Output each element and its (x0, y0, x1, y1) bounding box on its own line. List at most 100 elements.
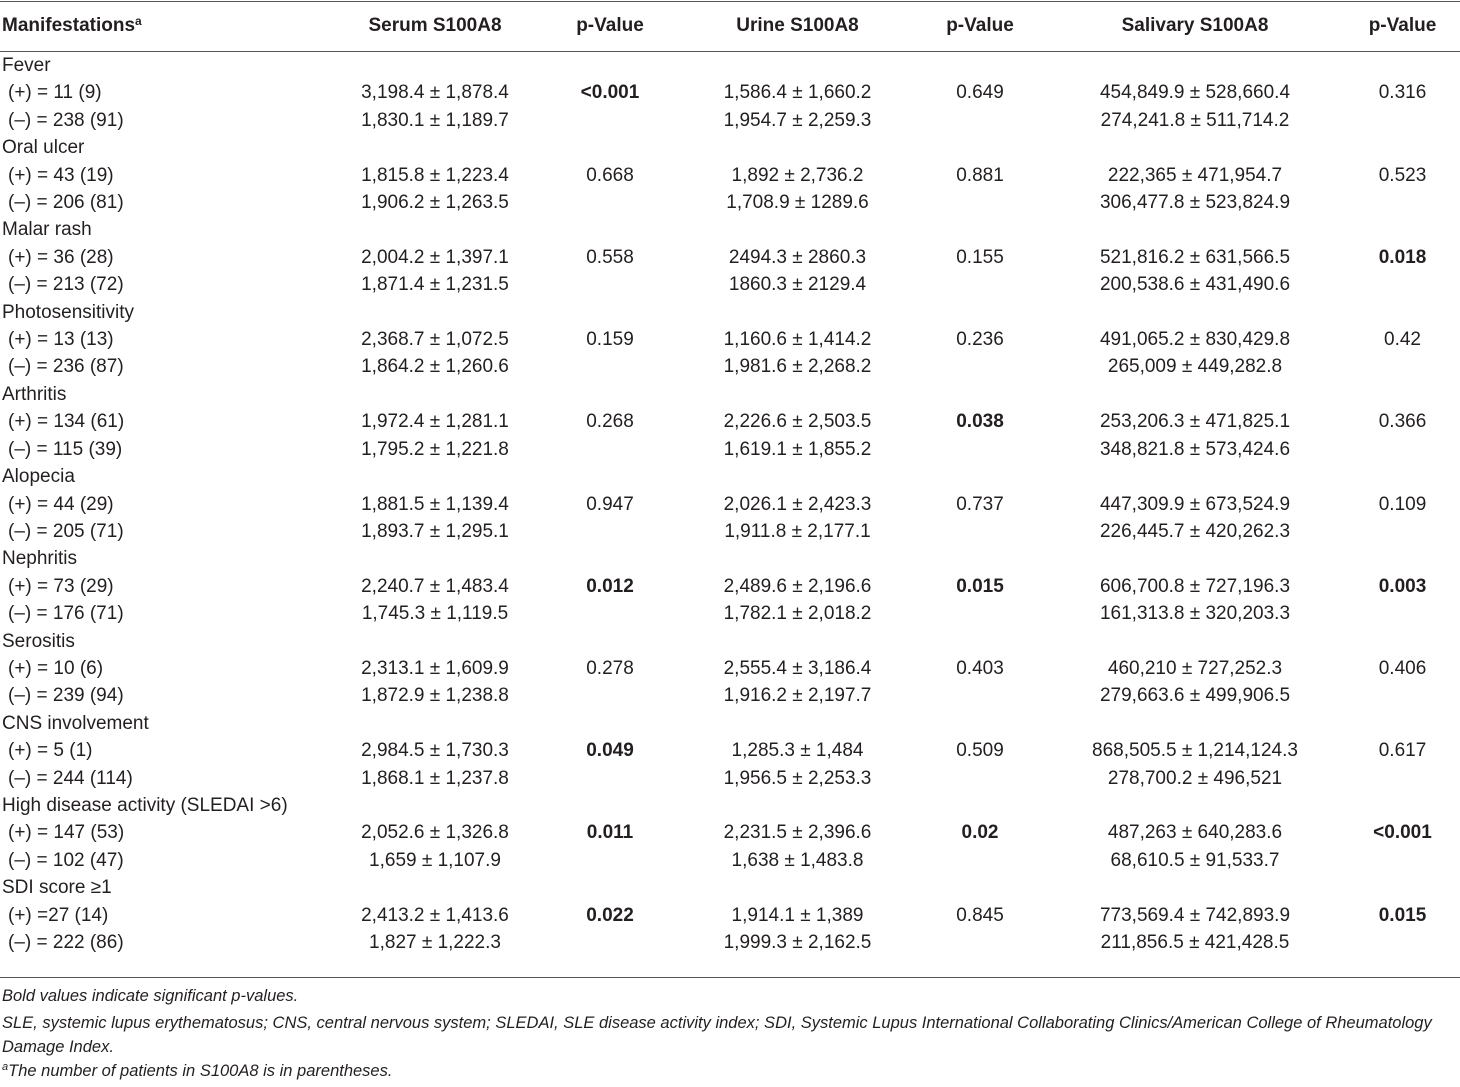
p-value-serum (540, 682, 680, 709)
p-value-urine: 0.737 (956, 493, 1004, 515)
p-value-salivary: 0.018 (1378, 246, 1427, 268)
footnote-marker: a (135, 14, 142, 28)
p-value-salivary: <0.001 (1373, 822, 1432, 844)
p-value-serum (540, 847, 680, 874)
footnote-a-text: The number of patients in S100A8 is in p… (8, 1062, 393, 1080)
urine-value: 1,916.2 ± 2,197.7 (723, 685, 872, 707)
p-value-salivary: 0.109 (1378, 493, 1427, 515)
subgroup-label: (+) = 44 (29) (8, 493, 114, 515)
p-value-salivary: 0.617 (1378, 740, 1427, 762)
p-value-salivary: 0.366 (1378, 411, 1427, 433)
subgroup-label: (–) = 115 (39) (8, 438, 123, 460)
positive-row: (+) = 147 (53) 2,052.6 ± 1,326.8 0.011 2,23… (0, 819, 1460, 846)
p-value-salivary: 0.003 (1378, 575, 1427, 597)
col-header-p-serum: p-Value (576, 15, 644, 36)
p-value-serum (540, 600, 680, 627)
salivary-value: 447,309.9 ± 673,524.9 (1099, 493, 1291, 515)
subgroup-label: (+) =27 (14) (8, 904, 109, 926)
p-value-serum: 0.022 (586, 904, 634, 926)
salivary-value: 226,445.7 ± 420,262.3 (1099, 520, 1291, 542)
salivary-value: 773,569.4 ± 742,893.9 (1099, 904, 1291, 926)
p-value-serum: 0.012 (586, 575, 634, 597)
manifestation-name: SDI score ≥1 (2, 877, 112, 899)
p-value-salivary (1345, 765, 1460, 792)
subgroup-label: (–) = 236 (87) (8, 356, 124, 378)
footnote-abbreviations: SLE, systemic lupus erythematosus; CNS, … (2, 1014, 1432, 1056)
group-row: CNS involvement (0, 710, 1460, 737)
subgroup-label: (+) = 134 (61) (8, 411, 125, 433)
positive-row: (+) = 5 (1) 2,984.5 ± 1,730.3 0.049 1,285.3… (0, 737, 1460, 764)
negative-row: (–) = 206 (81) 1,906.2 ± 1,263.5 1,708.9 ±… (0, 189, 1460, 216)
p-value-salivary (1345, 682, 1460, 709)
urine-value: 1,999.3 ± 2,162.5 (723, 932, 872, 953)
serum-value: 1,868.1 ± 1,237.8 (361, 767, 509, 789)
salivary-value: 211,856.5 ± 421,428.5 (1100, 932, 1290, 953)
p-value-urine (915, 847, 1045, 874)
urine-value: 1,160.6 ± 1,414.2 (723, 329, 872, 351)
p-value-salivary (1345, 600, 1460, 627)
subgroup-label: (–) = 239 (94) (8, 685, 124, 707)
subgroup-label: (+) = 11 (9) (8, 82, 102, 104)
p-value-salivary (1345, 847, 1460, 874)
serum-value: 1,815.8 ± 1,223.4 (361, 164, 509, 186)
serum-value: 1,872.9 ± 1,238.8 (361, 685, 509, 707)
subgroup-label: (–) = 244 (114) (8, 767, 133, 789)
subgroup-label: (+) = 36 (28) (8, 246, 114, 268)
salivary-value: 200,538.6 ± 431,490.6 (1099, 274, 1291, 296)
subgroup-label: (–) = 176 (71) (8, 603, 124, 625)
p-value-urine: 0.236 (956, 329, 1004, 351)
subgroup-label: (+) = 43 (19) (8, 164, 114, 186)
urine-value: 1,981.6 ± 2,268.2 (723, 356, 872, 378)
urine-value: 1860.3 ± 2129.4 (728, 274, 867, 296)
serum-value: 1,795.2 ± 1,221.8 (361, 438, 509, 460)
p-value-serum (540, 107, 680, 134)
urine-value: 1,892 ± 2,736.2 (731, 164, 864, 186)
p-value-serum: 0.947 (586, 493, 634, 515)
manifestation-name: Alopecia (2, 466, 75, 488)
negative-row: (–) = 102 (47) 1,659 ± 1,107.9 1,638 ± 1,4… (0, 847, 1460, 874)
subgroup-label: (–) = 238 (91) (8, 109, 124, 131)
p-value-urine (915, 436, 1045, 463)
p-value-serum (540, 271, 680, 298)
urine-value: 1,914.1 ± 1,389 (731, 904, 864, 926)
group-row: Malar rash (0, 216, 1460, 243)
serum-value: 1,881.5 ± 1,139.4 (361, 493, 509, 515)
manifestation-name: Arthritis (2, 383, 67, 405)
salivary-value: 306,477.8 ± 523,824.9 (1099, 192, 1291, 214)
negative-row: (–) = 205 (71) 1,893.7 ± 1,295.1 1,911.8 ±… (0, 518, 1460, 545)
p-value-serum (540, 518, 680, 545)
table-top-rule (0, 1, 1460, 2)
col-header-urine: Urine S100A8 (736, 15, 859, 36)
p-value-urine (915, 929, 1045, 956)
salivary-value: 265,009 ± 449,282.8 (1107, 356, 1283, 378)
urine-value: 2,026.1 ± 2,423.3 (723, 493, 872, 515)
p-value-serum: 0.159 (586, 329, 634, 351)
p-value-serum: 0.558 (586, 246, 634, 268)
salivary-value: 487,263 ± 640,283.6 (1107, 822, 1283, 844)
p-value-salivary (1345, 518, 1460, 545)
serum-value: 1,659 ± 1,107.9 (369, 849, 501, 871)
positive-row: (+) =27 (14) 2,413.2 ± 1,413.6 0.022 1,914.… (0, 902, 1460, 929)
group-row: Arthritis (0, 381, 1460, 408)
table-footnotes: Bold values indicate significant p-value… (2, 984, 1458, 1083)
serum-value: 2,313.1 ± 1,609.9 (361, 657, 509, 679)
urine-value: 2,226.6 ± 2,503.5 (723, 411, 872, 433)
salivary-value: 348,821.8 ± 573,424.6 (1099, 438, 1291, 460)
col-header-p-urine: p-Value (946, 15, 1014, 36)
serum-value: 2,413.2 ± 1,413.6 (361, 904, 509, 926)
serum-value: 2,984.5 ± 1,730.3 (361, 740, 509, 762)
subgroup-label: (+) = 73 (29) (8, 575, 114, 597)
p-value-serum: 0.268 (586, 411, 634, 433)
footnote-bold: Bold values indicate significant p-value… (2, 987, 299, 1005)
p-value-serum (540, 436, 680, 463)
p-value-urine (915, 682, 1045, 709)
manifestation-name: Serositis (2, 630, 75, 652)
serum-value: 1,827 ± 1,222.3 (369, 932, 501, 953)
urine-value: 1,954.7 ± 2,259.3 (723, 109, 872, 131)
header-bottom-rule (0, 51, 1460, 52)
manifestation-name: Nephritis (2, 548, 77, 570)
urine-value: 2,489.6 ± 2,196.6 (723, 575, 872, 597)
manifestation-name: High disease activity (SLEDAI >6) (2, 794, 288, 816)
p-value-serum: 0.049 (586, 740, 634, 762)
serum-value: 1,972.4 ± 1,281.1 (361, 411, 509, 433)
